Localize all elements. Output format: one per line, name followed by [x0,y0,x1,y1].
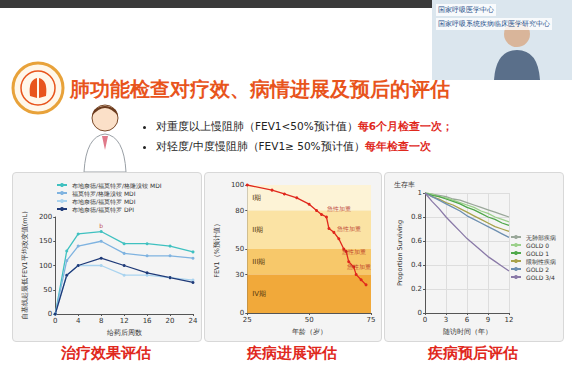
svg-text:给药后周数: 给药后周数 [107,329,142,337]
svg-text:无肺部疾病: 无肺部疾病 [526,234,556,241]
svg-text:GOLD 3/4: GOLD 3/4 [526,274,555,281]
svg-text:II期: II期 [252,226,263,234]
svg-text:GOLD 1: GOLD 1 [526,250,549,257]
svg-text:0: 0 [53,317,57,325]
svg-text:随访时间（年）: 随访时间（年） [443,328,492,336]
svg-text:0: 0 [239,309,245,317]
svg-text:0: 0 [423,316,427,324]
svg-text:50: 50 [235,245,244,253]
svg-text:75: 75 [367,316,376,324]
html-text:国家呼吸系统疾病临床医学研究中心: 国家呼吸系统疾病临床医学研究中心 [438,20,550,28]
svg-text:急性加重: 急性加重 [326,205,351,212]
svg-text:4: 4 [76,317,81,325]
svg-text:GOLD 2: GOLD 2 [526,266,549,273]
svg-text:0.6: 0.6 [411,237,423,245]
svg-text:50: 50 [43,286,52,294]
svg-text:自基线起最低FEV1平均改变值(mL): 自基线起最低FEV1平均改变值(mL) [21,211,29,319]
svg-text:限制性疾病: 限制性疾病 [526,258,556,265]
svg-text:布地奈德/福莫特罗/格隆溴铵 MDI: 布地奈德/福莫特罗/格隆溴铵 MDI [72,182,162,189]
svg-text:100: 100 [39,262,52,270]
svg-text:9: 9 [486,316,490,324]
html-text:对轻度/中度慢阻肺（FEV1≥ 50%预计值）每年检查一次: 对轻度/中度慢阻肺（FEV1≥ 50%预计值）每年检查一次 [156,140,431,152]
svg-text:急性加重: 急性加重 [346,263,371,270]
svg-text:1: 1 [418,189,422,197]
svg-text:0: 0 [418,309,422,317]
svg-text:布地奈德/福莫特罗 MDI: 布地奈德/福莫特罗 MDI [72,198,136,205]
svg-text:200: 200 [39,213,52,221]
svg-text:3: 3 [444,316,448,324]
svg-text:0: 0 [48,310,52,318]
html-text:疾病预后评估: 疾病预后评估 [428,344,518,362]
svg-text:IV期: IV期 [252,290,266,298]
svg-text:I期: I期 [252,194,261,202]
svg-text:12: 12 [120,317,129,325]
svg-text:150: 150 [39,237,52,245]
svg-text:FEV1（%预计值）: FEV1（%预计值） [213,220,221,278]
svg-text:布地奈德/福莫特罗 DPI: 布地奈德/福莫特罗 DPI [72,206,134,213]
svg-text:6: 6 [465,316,470,324]
svg-text:12: 12 [505,316,514,324]
svg-text:100: 100 [231,181,244,189]
html-text:对重度以上慢阻肺（FEV1<50%预计值）每6个月检查一次；: 对重度以上慢阻肺（FEV1<50%预计值）每6个月检查一次； [156,120,453,132]
svg-text:30: 30 [235,271,244,279]
svg-text:24: 24 [189,317,198,325]
svg-text:生存率: 生存率 [394,181,415,189]
svg-text:20: 20 [166,317,175,325]
svg-text:0.4: 0.4 [411,261,423,269]
svg-text:0.2: 0.2 [411,285,422,293]
svg-text:80: 80 [235,207,244,215]
svg-text:年龄（岁）: 年龄（岁） [292,328,327,336]
svg-text:急性加重: 急性加重 [341,248,366,255]
svg-text:福莫特罗/格隆溴铵 MDI: 福莫特罗/格隆溴铵 MDI [72,190,136,197]
svg-text:8: 8 [99,317,103,325]
svg-text:16: 16 [143,317,152,325]
svg-text:III期: III期 [252,258,265,266]
svg-text:50: 50 [305,316,314,324]
svg-text:急性加重: 急性加重 [336,225,361,232]
svg-text:25: 25 [243,316,252,324]
svg-text:0.8: 0.8 [411,213,422,221]
html-text:疾病进展评估: 疾病进展评估 [247,344,337,362]
svg-text:GOLD 0: GOLD 0 [526,242,549,249]
svg-text:b: b [99,222,103,229]
html-text:肺功能检查对疗效、病情进展及预后的评估: 肺功能检查对疗效、病情进展及预后的评估 [70,77,450,101]
html-text:治疗效果评估: 治疗效果评估 [61,344,151,362]
html-text:国家呼吸医学中心: 国家呼吸医学中心 [438,6,494,14]
svg-text:Proportion Surviving: Proportion Surviving [396,220,404,286]
